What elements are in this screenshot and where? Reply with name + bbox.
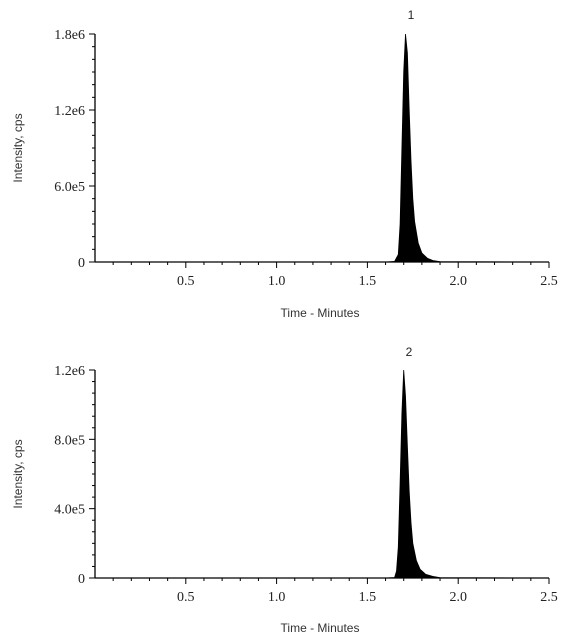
x-tick-label: 1.5 (359, 274, 377, 289)
x-tick-label: 2.5 (540, 274, 558, 289)
y-axis-title-2: Intensity, cps (11, 439, 25, 508)
y-tick-label: 0 (78, 256, 85, 271)
x-tick-label: 1.0 (268, 590, 286, 605)
peak-label-2: 2 (406, 345, 413, 359)
peak-label-1: 1 (408, 8, 415, 22)
x-axis-title-2: Time - Minutes (281, 621, 360, 635)
x-tick-label: 0.5 (177, 274, 195, 289)
x-tick-label: 0.5 (177, 590, 195, 605)
y-tick-label: 4.0e5 (54, 503, 85, 518)
y-tick-label: 1.8e6 (54, 28, 85, 43)
y-tick-label: 8.0e5 (54, 433, 85, 448)
y-tick-label: 6.0e5 (54, 180, 85, 195)
chromatogram-2: 2 Intensity, cps Time - Minutes 0.5 1.0 1.… (11, 345, 558, 635)
peak-trace-1 (95, 33, 550, 263)
x-tick-label: 2.0 (449, 590, 467, 605)
y-tick-label: 1.2e6 (54, 104, 85, 119)
y-axis-title-1: Intensity, cps (11, 113, 25, 182)
x-tick-label: 2.5 (540, 590, 558, 605)
x-tick-label: 1.0 (268, 274, 286, 289)
x-tick-label: 1.5 (359, 590, 377, 605)
y-tick-label: 0 (78, 572, 85, 587)
x-tick-label: 2.0 (449, 274, 467, 289)
peak-trace-2 (95, 369, 550, 579)
x-axis-title-1: Time - Minutes (281, 306, 360, 320)
y-tick-label: 1.2e6 (54, 364, 85, 379)
chromatogram-1: 1 Intensity, cps Time - Minutes 0.5 1.0 1.… (11, 8, 558, 320)
